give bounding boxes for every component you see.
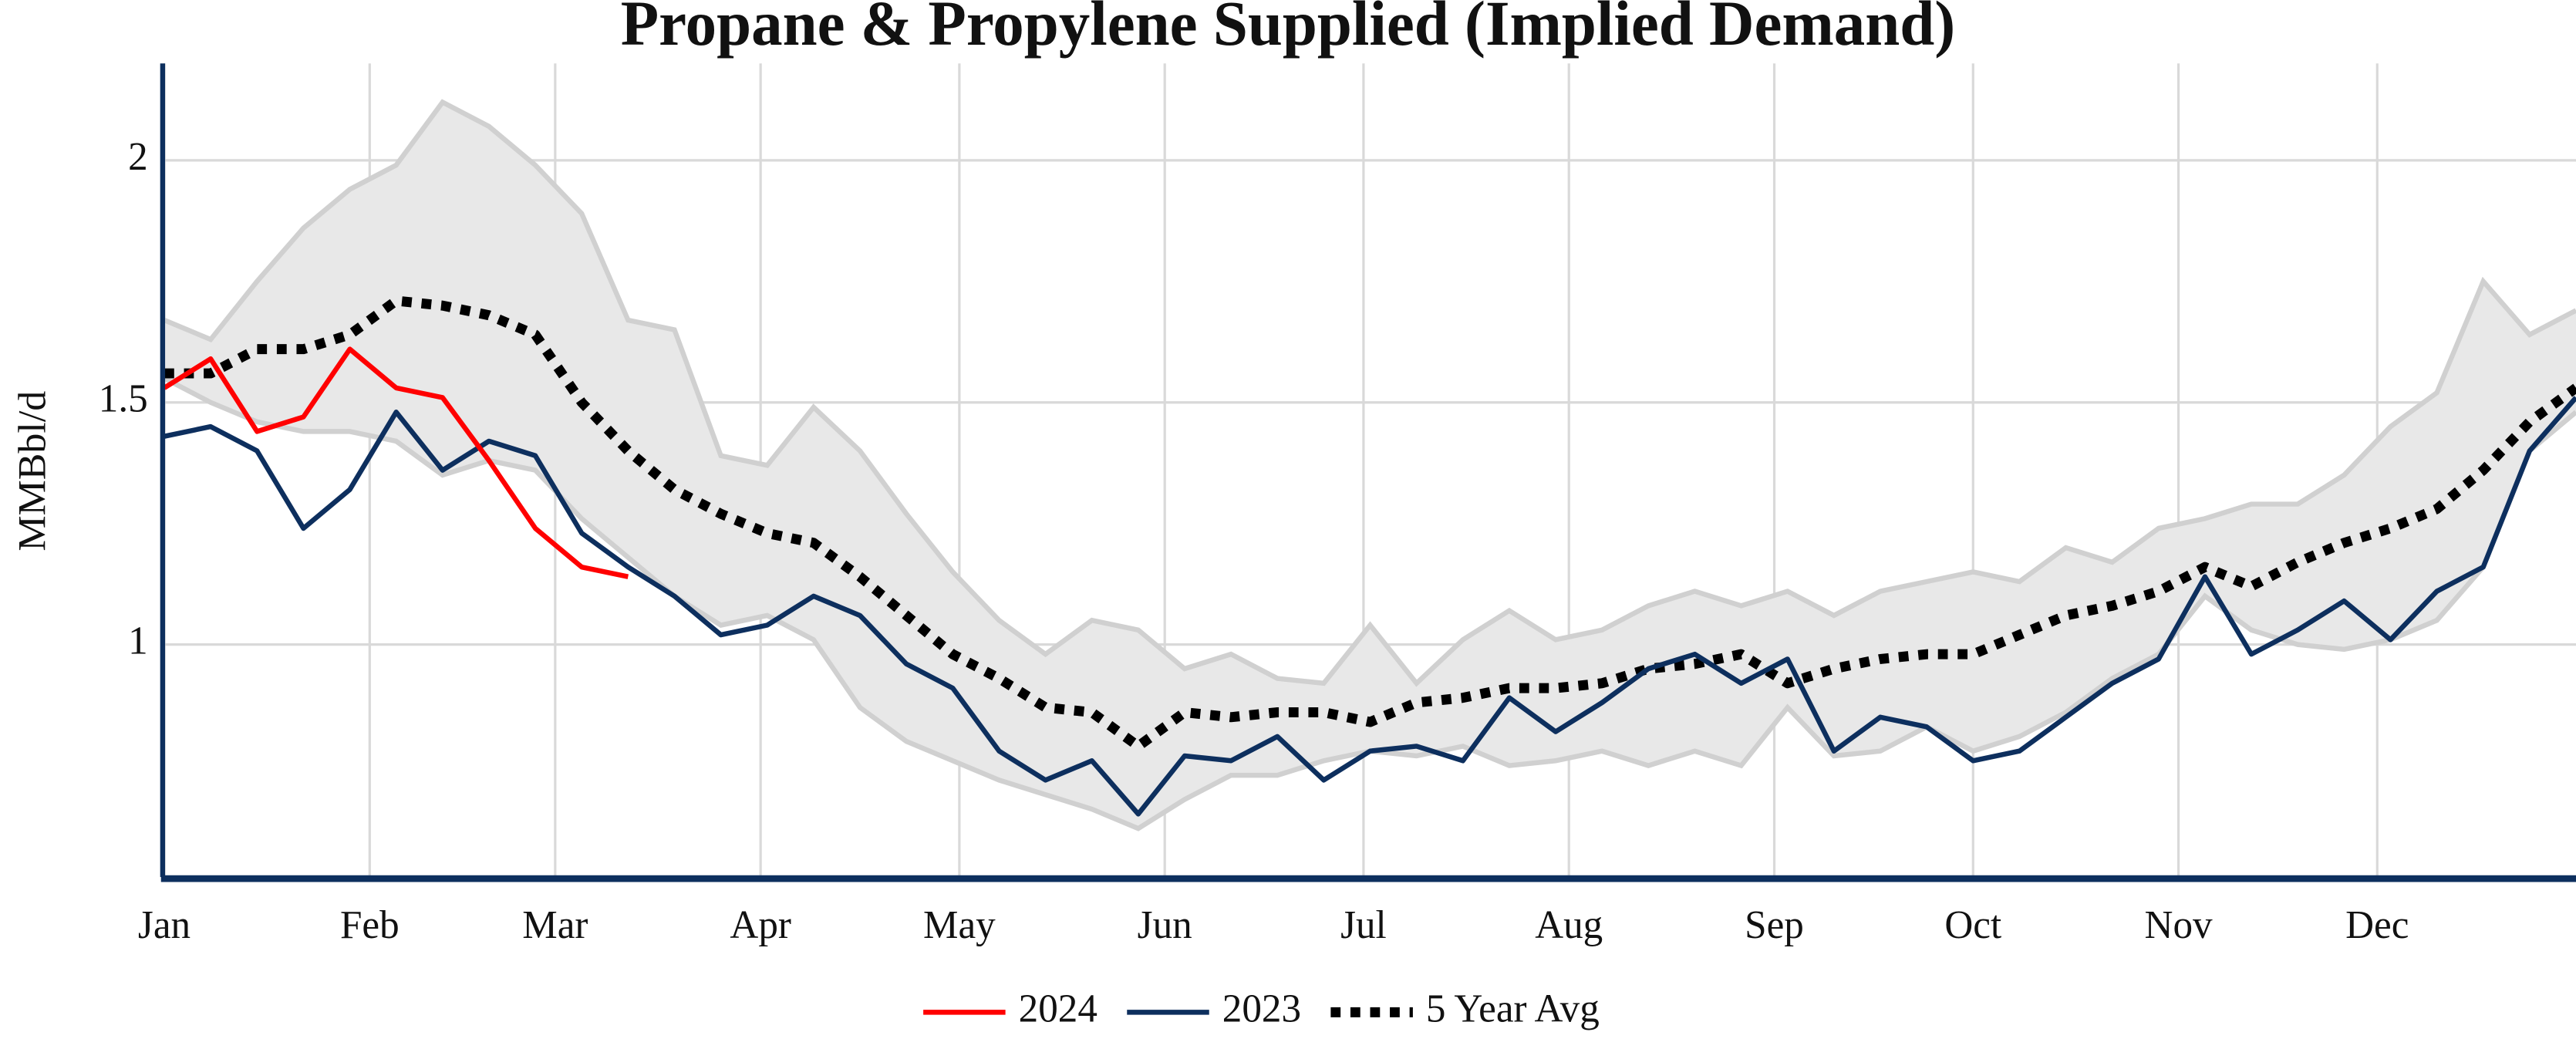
x-tick-label: Dec (2345, 903, 2409, 947)
x-tick-label: Mar (522, 903, 588, 947)
x-tick-label: Apr (730, 903, 791, 947)
series-line (163, 346, 629, 579)
x-tick-label: Jul (1340, 903, 1387, 947)
range-band (164, 102, 2576, 829)
x-tick-label: May (923, 903, 996, 947)
y-tick-label: 1.5 (99, 376, 148, 420)
chart-title: Propane & Propylene Supplied (Implied De… (621, 0, 1955, 59)
x-tick-label: Jun (1138, 903, 1192, 947)
series-line (164, 396, 2576, 817)
x-tick-label: Feb (340, 903, 400, 947)
x-tick-label: Nov (2145, 903, 2213, 947)
range-high (163, 99, 2576, 687)
y-tick-label: 2 (128, 134, 148, 178)
series-line (164, 295, 2576, 751)
y-tick-label: 1 (128, 619, 148, 663)
x-tick-label: Oct (1944, 903, 2001, 947)
x-tick-label: Jan (138, 903, 191, 947)
legend-label: 2024 (1019, 987, 1097, 1030)
legend-label: 5 Year Avg (1426, 987, 1600, 1030)
legend-label: 2023 (1222, 987, 1301, 1030)
y-axis-label: MMBbl/d (11, 391, 55, 551)
x-tick-label: Aug (1535, 903, 1603, 947)
x-tick-label: Sep (1745, 903, 1804, 947)
